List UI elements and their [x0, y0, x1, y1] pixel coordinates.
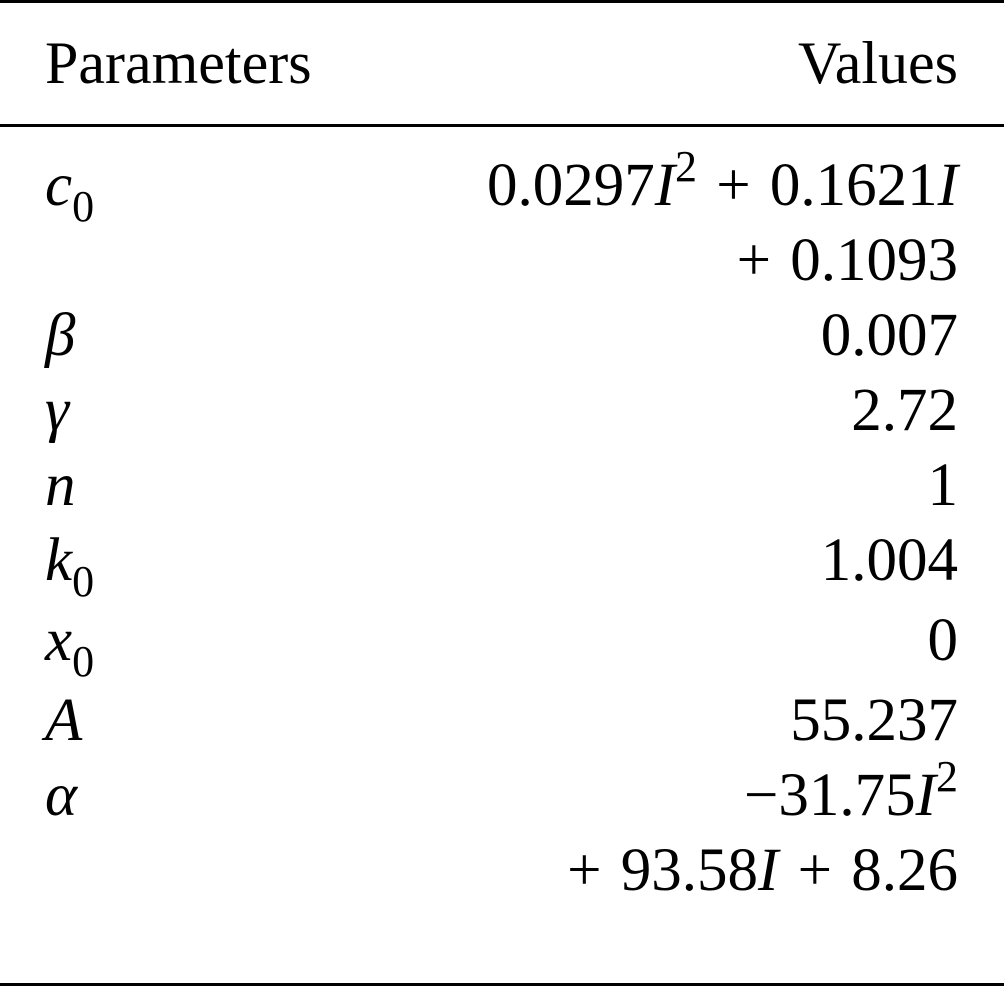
parameter-cell: γ	[45, 373, 69, 448]
math-token: 1.004	[820, 527, 958, 594]
math-token: n	[45, 452, 76, 519]
value-line: 55.237	[790, 683, 958, 758]
math-token: α	[45, 762, 78, 829]
value-line: + 93.58I + 8.26	[563, 833, 958, 908]
math-token: 55.237	[790, 687, 958, 754]
value-line: + 0.1093	[487, 223, 958, 298]
table-body: c0 0.0297I2 + 0.1621I + 0.1093 β 0.007 γ 2.72 n…	[45, 142, 959, 908]
bottom-rule	[0, 983, 1004, 986]
parameter-cell: A	[45, 683, 82, 758]
table-row-gamma: γ 2.72	[45, 373, 958, 448]
math-token: 0	[72, 637, 95, 686]
parameter-cell: c0	[45, 148, 94, 298]
parameter-cell: β	[45, 298, 75, 373]
table-row-beta: β 0.007	[45, 298, 958, 373]
value-line: 0.0297I2 + 0.1621I	[486, 142, 958, 223]
value-cell: 1	[928, 448, 959, 523]
value-line: 2.72	[851, 373, 958, 448]
parameter-cell: n	[45, 448, 76, 523]
value-line: 0	[928, 603, 959, 678]
math-token: 0.007	[820, 302, 958, 369]
table-row-x0: x0 0	[45, 603, 959, 686]
table-row-alpha: α −31.75I2 + 93.58I + 8.26	[45, 752, 958, 908]
math-token: 0	[927, 607, 959, 674]
value-line: −31.75I2	[563, 752, 958, 833]
value-cell: 0	[928, 603, 959, 683]
parameter-cell: x0	[45, 603, 95, 686]
header-values: Values	[798, 30, 958, 96]
math-token: 0.0297	[486, 152, 655, 219]
math-token: k	[45, 527, 73, 594]
math-token: 8.26	[851, 837, 958, 904]
header-rule	[0, 124, 1004, 127]
math-token: +	[736, 227, 787, 294]
math-token: 2.72	[851, 377, 958, 444]
math-token: 93.58	[620, 837, 759, 904]
value-cell: 0.007	[821, 298, 958, 373]
math-token: 0	[72, 182, 95, 231]
table-header: Parameters Values	[45, 18, 958, 108]
math-token: I	[758, 837, 779, 904]
header-parameters: Parameters	[45, 30, 312, 96]
value-line: 1.004	[821, 523, 958, 598]
math-token: β	[45, 302, 76, 369]
value-line: 1	[928, 448, 959, 523]
value-cell: 1.004	[821, 523, 958, 603]
math-token: I	[654, 152, 676, 219]
value-cell: 0.0297I2 + 0.1621I + 0.1093	[486, 142, 958, 298]
math-token: c	[45, 152, 73, 219]
math-token: 2	[675, 142, 698, 191]
math-token: +	[701, 152, 766, 219]
math-token: 0	[72, 557, 95, 606]
top-rule	[0, 0, 1004, 3]
math-token: I	[915, 762, 936, 829]
math-token: +	[782, 837, 848, 904]
math-token: I	[937, 152, 958, 219]
math-token: 2	[936, 752, 958, 801]
math-token: γ	[45, 377, 70, 444]
math-token: x	[45, 607, 73, 674]
math-token: +	[567, 837, 617, 904]
math-token: 0.1621	[769, 152, 938, 219]
value-cell: 2.72	[851, 373, 958, 448]
parameter-cell: α	[45, 758, 77, 908]
parameter-cell: k0	[45, 523, 95, 606]
value-cell: 55.237	[790, 683, 958, 758]
table-row-k0: k0 1.004	[45, 523, 958, 606]
table-row-c0: c0 0.0297I2 + 0.1621I + 0.1093	[45, 142, 958, 298]
math-token: 0.1093	[790, 227, 958, 294]
math-token: 1	[927, 452, 959, 519]
table-row-A: A 55.237	[45, 683, 958, 758]
math-token: A	[45, 687, 83, 754]
value-line: 0.007	[821, 298, 958, 373]
value-cell: −31.75I2 + 93.58I + 8.26	[563, 752, 958, 908]
math-token: −31.75	[744, 762, 916, 829]
